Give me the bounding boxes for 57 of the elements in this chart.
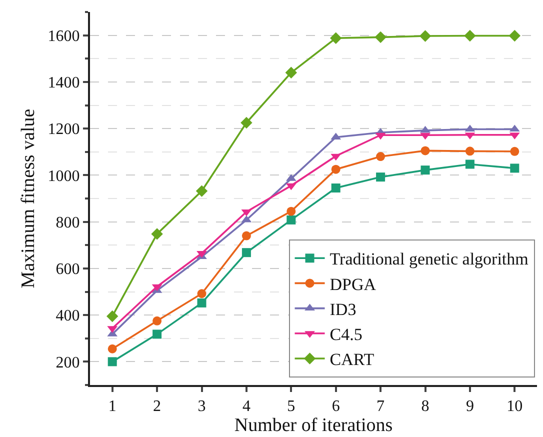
point — [465, 146, 474, 156]
y-tick-label: 200 — [56, 354, 80, 372]
x-tick-label: 5 — [287, 398, 296, 416]
y-tick-label: 1400 — [48, 74, 80, 92]
y-tick-label: 1600 — [48, 28, 80, 45]
point — [108, 357, 117, 366]
point — [510, 146, 520, 156]
legend-label: Traditional genetic algorithm — [330, 250, 528, 269]
point — [510, 164, 520, 173]
point — [420, 166, 430, 175]
point — [286, 215, 296, 224]
x-tick-label: 6 — [332, 398, 340, 416]
point — [151, 228, 163, 240]
y-tick-label: 800 — [56, 214, 80, 232]
point — [420, 126, 430, 133]
point — [419, 30, 432, 42]
x-tick-label: 4 — [242, 398, 250, 416]
x-tick-label: 2 — [153, 398, 162, 416]
point — [240, 116, 252, 129]
x-tick-label: 7 — [376, 398, 385, 416]
y-tick-label: 1200 — [48, 121, 80, 138]
point — [286, 206, 296, 216]
point — [285, 66, 297, 78]
y-axis-title: Maximum fitness value — [18, 108, 40, 288]
x-tick-label: 3 — [198, 398, 206, 416]
point — [376, 172, 386, 182]
x-tick-label: 9 — [466, 398, 474, 416]
point — [197, 298, 206, 308]
point — [106, 310, 118, 322]
point — [196, 185, 208, 197]
point — [152, 330, 162, 339]
point — [374, 31, 386, 44]
x-tick-label: 1 — [108, 398, 116, 416]
point — [331, 164, 340, 174]
point — [464, 30, 476, 42]
y-tick-label: 400 — [56, 308, 80, 325]
point — [508, 30, 520, 42]
point — [330, 32, 342, 44]
point — [197, 289, 206, 298]
legend-label: C4.5 — [330, 325, 362, 344]
y-tick-label: 1000 — [48, 168, 80, 185]
point — [465, 160, 474, 169]
x-axis-title: Number of iterations — [234, 415, 393, 436]
point — [331, 184, 340, 193]
legend-label: DPGA — [330, 274, 377, 294]
point — [420, 132, 430, 140]
point — [420, 146, 430, 156]
legend-label: CART — [330, 350, 375, 370]
x-tick-label: 10 — [506, 398, 523, 416]
y-tick-label: 600 — [56, 261, 80, 278]
point — [376, 152, 386, 162]
point — [108, 344, 117, 354]
point — [242, 248, 251, 258]
x-tick-label: 8 — [421, 398, 430, 416]
point — [242, 231, 251, 240]
legend-label: ID3 — [330, 300, 356, 319]
point — [152, 316, 162, 326]
